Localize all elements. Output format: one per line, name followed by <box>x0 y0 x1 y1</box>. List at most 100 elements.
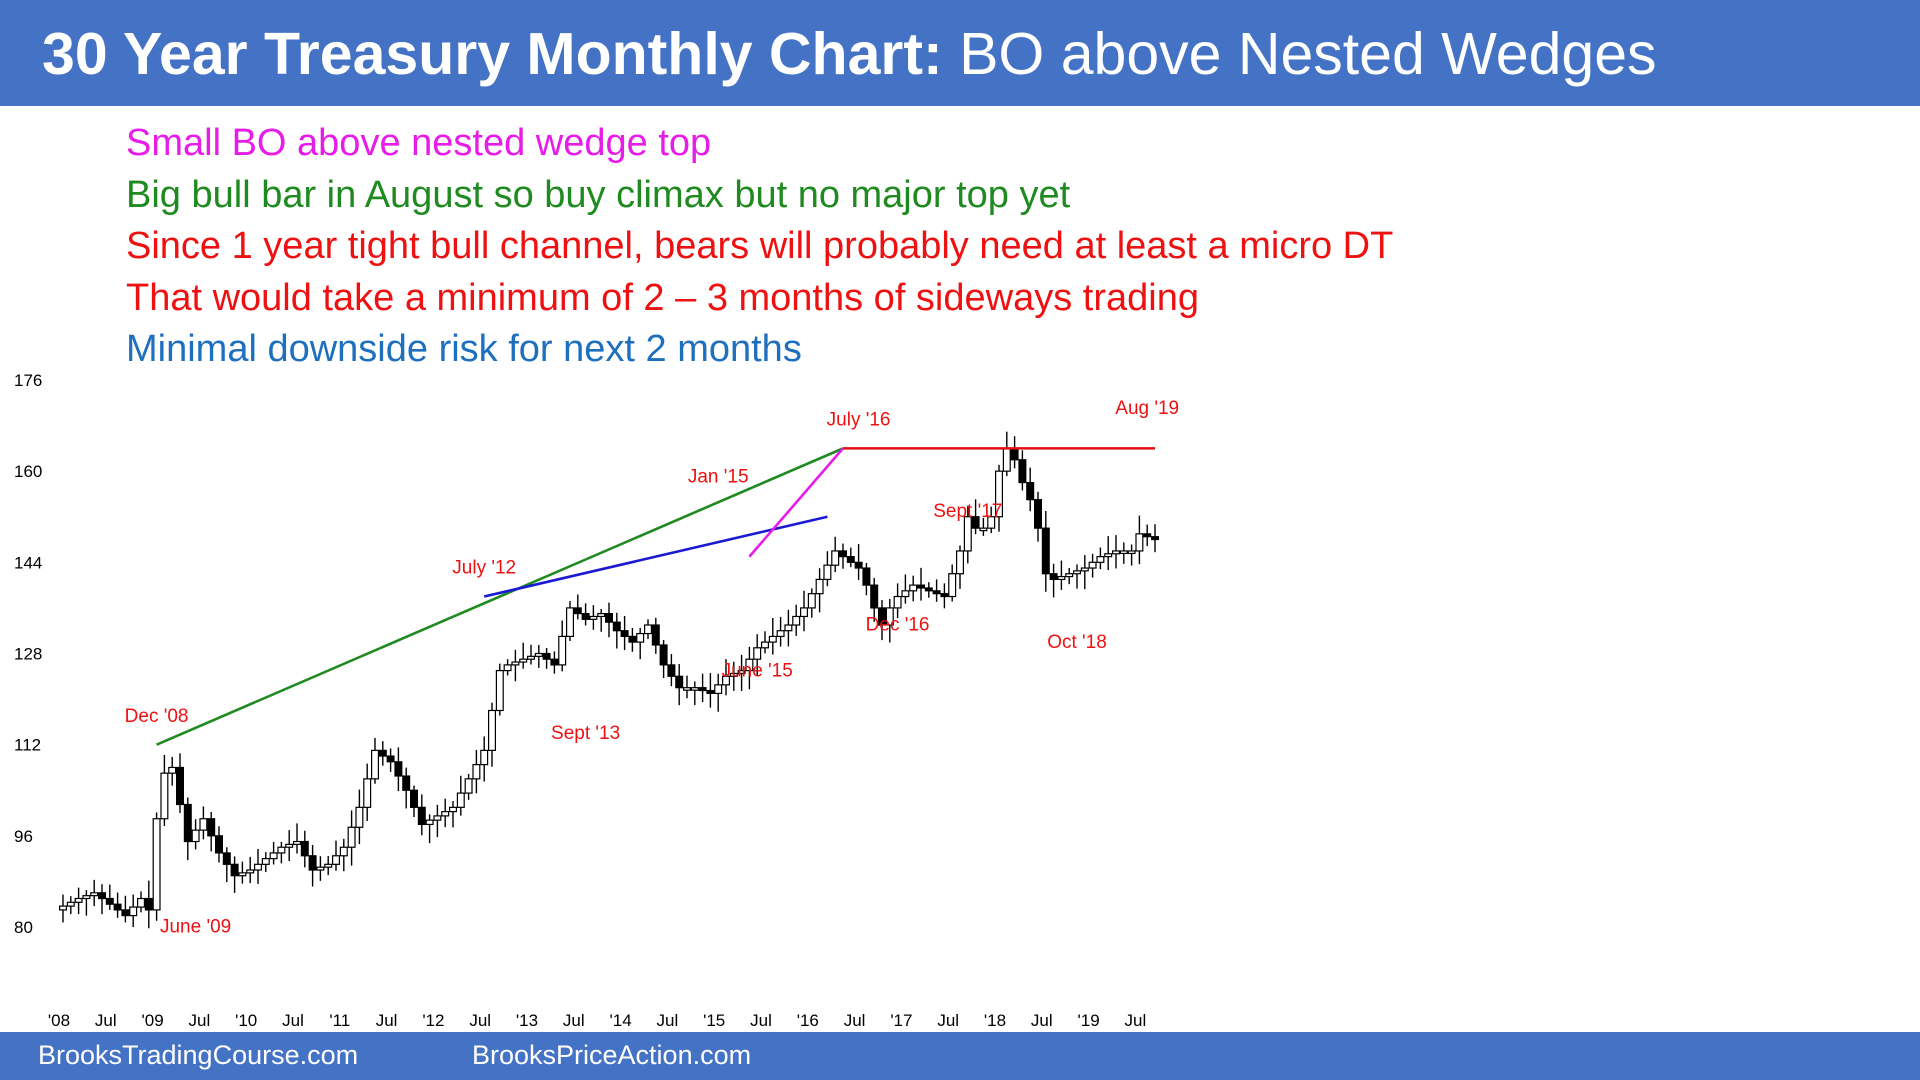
bull-candle <box>831 550 840 566</box>
y-tick-label: 160 <box>14 462 42 481</box>
x-tick-label: Jul <box>376 1011 398 1030</box>
bull-candle <box>285 843 294 848</box>
note-line: That would take a minimum of 2 – 3 month… <box>126 276 1199 319</box>
title-bar: 30 Year Treasury Monthly Chart: BO above… <box>0 0 1920 106</box>
bull-candle <box>339 846 348 857</box>
bear-candle <box>846 556 855 563</box>
bull-candle <box>488 709 497 751</box>
bull-candle <box>129 906 138 917</box>
bear-candle <box>222 852 231 865</box>
bear-candle <box>144 897 153 911</box>
chart-annotation: Aug '19 <box>1115 398 1179 419</box>
bull-candle <box>1104 553 1113 558</box>
bull-candle <box>238 872 247 877</box>
x-tick-label: Jul <box>469 1011 491 1030</box>
bull-candle <box>199 818 208 831</box>
bull-candle <box>636 632 645 643</box>
bull-candle <box>441 811 450 817</box>
bear-candle <box>620 630 629 638</box>
bull-candle <box>792 615 801 626</box>
bull-candle <box>955 550 964 575</box>
x-tick-label: Jul <box>95 1011 117 1030</box>
x-tick-label: '16 <box>797 1011 819 1030</box>
y-tick-label: 176 <box>14 371 42 390</box>
bull-candle <box>729 672 738 677</box>
bull-candle <box>90 892 99 897</box>
bull-candle <box>526 655 535 660</box>
bear-candle <box>207 818 216 837</box>
bear-candle <box>215 835 224 854</box>
bull-candle <box>152 818 161 911</box>
bull-candle <box>1072 570 1081 575</box>
bear-candle <box>1018 459 1027 484</box>
bear-candle <box>550 658 559 666</box>
bear-candle <box>176 766 185 806</box>
bear-candle <box>932 590 941 595</box>
bull-candle <box>901 590 910 598</box>
chart-annotation: Dec '08 <box>125 706 189 727</box>
x-tick-label: '14 <box>610 1011 632 1030</box>
trend-lines <box>156 447 1155 746</box>
x-tick-label: Jul <box>1031 1011 1053 1030</box>
bear-candle <box>300 840 309 857</box>
x-tick-label: Jul <box>1125 1011 1147 1030</box>
bull-candle <box>472 764 481 780</box>
note-line: Minimal downside risk for next 2 months <box>126 328 802 370</box>
bear-candle <box>386 755 395 763</box>
y-tick-label: 144 <box>14 553 42 572</box>
bull-candle <box>807 593 816 609</box>
x-tick-label: Jul <box>282 1011 304 1030</box>
bull-candle <box>768 635 777 643</box>
bull-candle <box>160 772 169 820</box>
bear-candle <box>394 761 403 777</box>
x-tick-label: '18 <box>984 1011 1006 1030</box>
bull-candle <box>558 635 567 666</box>
note-line: Since 1 year tight bull channel, bears w… <box>126 225 1394 267</box>
bull-candle <box>1002 447 1011 472</box>
bear-candle <box>838 550 847 558</box>
bull-candle <box>293 840 302 845</box>
bear-candle <box>706 689 715 694</box>
chart-annotation: Jan '15 <box>688 467 749 488</box>
bull-candle <box>815 578 824 595</box>
bull-candle <box>82 895 91 900</box>
chart-annotation: Oct '18 <box>1047 632 1107 653</box>
footer-bar: BrooksTradingCourse.com BrooksPriceActio… <box>0 1032 1920 1080</box>
bear-candle <box>971 516 980 529</box>
bear-candle <box>402 775 411 791</box>
chart-annotation: Sept '13 <box>551 723 620 744</box>
bull-candle <box>246 869 255 874</box>
bull-candle <box>1096 556 1105 563</box>
bear-candle <box>604 613 613 623</box>
bear-candle <box>573 607 582 615</box>
page-title: 30 Year Treasury Monthly Chart: BO above… <box>42 20 1657 88</box>
bear-candle <box>628 635 637 643</box>
x-tick-label: Jul <box>750 1011 772 1030</box>
bull-candle <box>776 630 785 638</box>
title-regular-part: BO above Nested Wedges <box>959 21 1657 87</box>
bull-candle <box>1088 561 1097 569</box>
bull-candle <box>519 658 528 663</box>
bull-candle <box>1135 533 1144 552</box>
x-tick-label: Jul <box>657 1011 679 1030</box>
x-tick-label: '13 <box>516 1011 538 1030</box>
bull-candle <box>565 607 574 638</box>
bull-candle <box>449 806 458 813</box>
bull-candle <box>745 658 754 672</box>
bull-candle <box>1057 575 1066 581</box>
bull-candle <box>511 661 520 666</box>
bull-candle <box>589 615 598 620</box>
bull-candle <box>1080 567 1089 572</box>
note-line: Big bull bar in August so buy climax but… <box>126 173 1071 216</box>
bear-candle <box>417 806 426 826</box>
x-axis: '08 Jul '09 Jul '10 Jul '11 Jul '12 Jul '13 Jul '14 J… <box>48 1011 1146 1030</box>
bear-candle <box>854 561 863 569</box>
bull-candle <box>66 901 75 907</box>
bear-candle <box>667 664 676 677</box>
bear-candle <box>698 687 707 692</box>
bear-candle <box>542 652 551 660</box>
bull-candle <box>753 647 762 660</box>
bull-candle <box>480 749 489 766</box>
x-tick-label: Jul <box>563 1011 585 1030</box>
bull-candle <box>137 897 146 908</box>
